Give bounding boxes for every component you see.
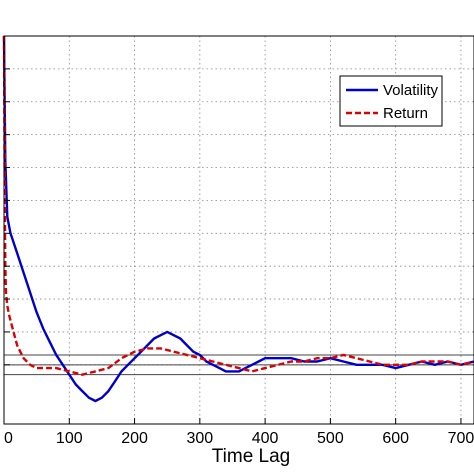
x-tick-label-5: 500 (317, 430, 344, 447)
legend: Volatility Return (339, 75, 443, 127)
legend-label-return: Return (383, 105, 428, 122)
x-tick-label-1: 100 (56, 430, 83, 447)
x-tick-label-7: 700 (448, 430, 474, 447)
x-tick-label-0: 0 (4, 430, 13, 447)
legend-box (339, 75, 443, 127)
plot-frame (3, 35, 474, 425)
x-tick-label-3: 300 (186, 430, 213, 447)
series-line-volatility (2, 35, 474, 403)
x-tick-label-6: 600 (382, 430, 409, 447)
x-axis-label: Time Lag (212, 446, 291, 467)
axis-ticks: 0 100 200 300 400 500 600 700 (3, 35, 474, 447)
x-tick-label-2: 200 (121, 430, 148, 447)
series-line-return (2, 35, 474, 376)
series-lines (2, 35, 474, 403)
legend-label-volatility: Volatility (383, 82, 439, 99)
x-tick-label-4: 400 (252, 430, 279, 447)
